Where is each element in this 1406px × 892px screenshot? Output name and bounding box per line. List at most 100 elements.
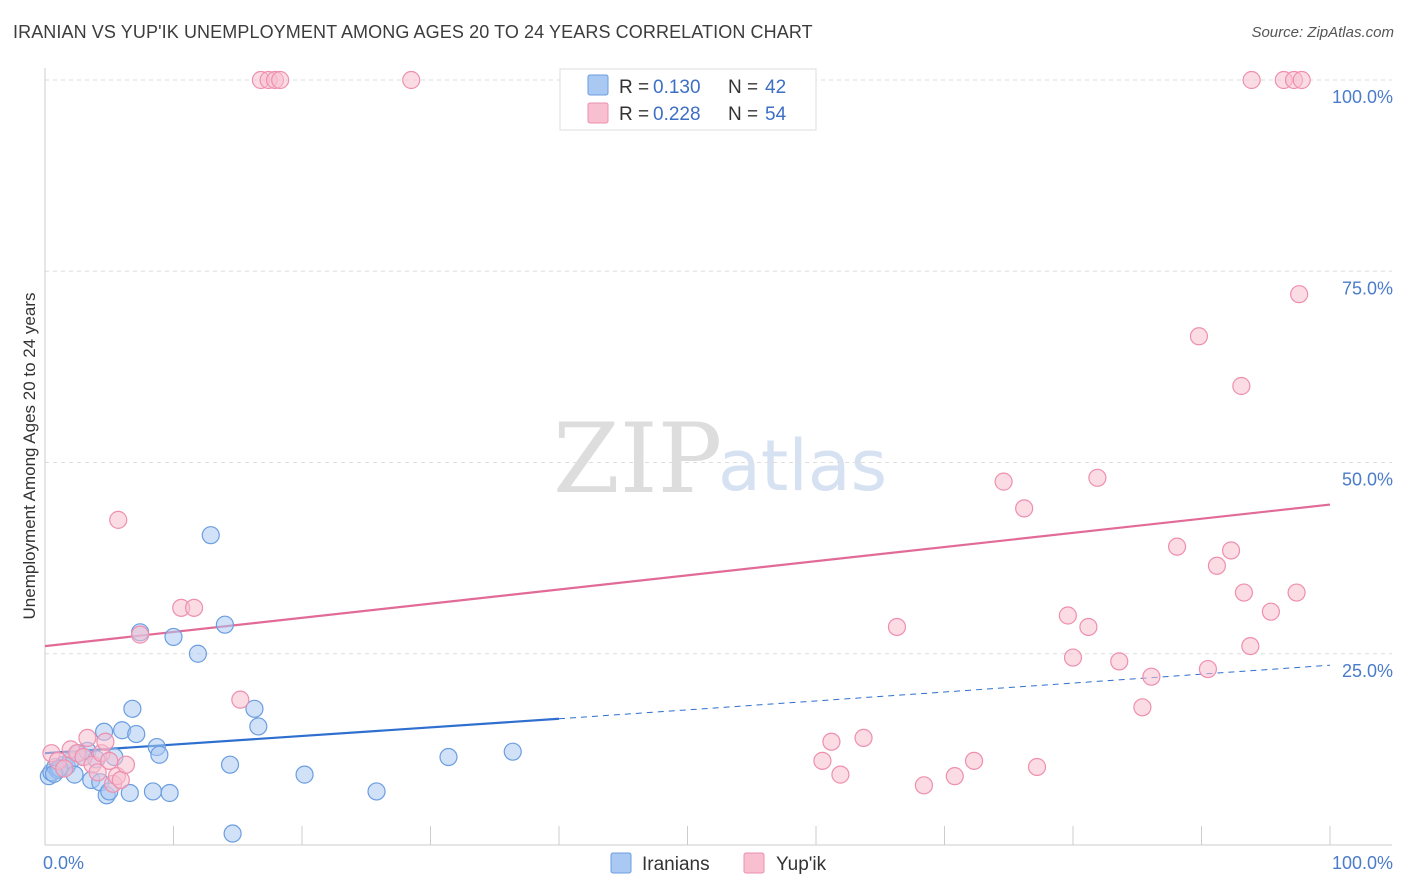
point-iranians	[215, 615, 234, 634]
point-yupik	[1058, 606, 1077, 625]
point-yupik	[1015, 499, 1034, 518]
point-yupik	[1290, 285, 1309, 304]
point-yupik	[822, 732, 841, 751]
point-yupik	[1088, 468, 1107, 487]
series-yupik-points	[42, 70, 1311, 795]
bottom-legend-swatch-yupik	[743, 852, 765, 874]
point-yupik	[1221, 541, 1241, 560]
point-iranians	[367, 782, 386, 801]
watermark-atlas: atlas	[718, 425, 887, 507]
x-tick-labels: 0.0% 100.0%	[43, 853, 1393, 873]
point-yupik	[184, 598, 204, 617]
point-iranians	[223, 824, 242, 843]
point-yupik	[1027, 757, 1047, 777]
point-yupik	[1110, 652, 1129, 671]
point-yupik	[1241, 636, 1260, 656]
bottom-legend-yupik: Yup'ik	[776, 854, 827, 875]
correlation-legend: R = 0.130 N = 42 R = 0.228 N = 54	[559, 68, 817, 131]
point-yupik	[231, 690, 250, 709]
point-yupik	[111, 770, 130, 790]
point-yupik	[887, 617, 907, 637]
point-iranians	[143, 782, 163, 801]
legend-iranians-r-value: 0.130	[653, 77, 701, 98]
point-yupik	[994, 472, 1013, 491]
point-yupik	[1232, 376, 1251, 396]
point-yupik	[55, 759, 74, 778]
point-yupik	[964, 751, 984, 770]
y-tick-label: 50.0%	[1342, 470, 1393, 490]
point-iranians	[150, 745, 169, 764]
x-tick-label-min: 0.0%	[43, 853, 84, 873]
chart-source: Source: ZipAtlas.com	[1251, 24, 1394, 41]
legend-swatch-yupik	[587, 102, 609, 124]
point-yupik	[1189, 327, 1209, 346]
point-yupik	[88, 763, 107, 782]
trend-line-yupik	[44, 503, 1331, 648]
point-yupik	[1063, 648, 1083, 667]
trend-lines	[44, 503, 1331, 755]
legend-yupik-n-label: N =	[728, 104, 758, 125]
point-yupik	[1242, 70, 1261, 90]
point-yupik	[813, 751, 832, 770]
point-yupik	[1292, 70, 1311, 90]
point-iranians	[123, 699, 142, 718]
y-tick-label: 25.0%	[1342, 661, 1393, 681]
point-iranians	[249, 717, 268, 736]
legend-yupik-n-value: 54	[765, 104, 787, 125]
point-iranians	[164, 627, 183, 647]
point-yupik	[1287, 583, 1306, 602]
point-iranians	[120, 783, 139, 803]
point-yupik	[96, 732, 115, 751]
point-yupik	[1198, 659, 1218, 679]
point-iranians	[201, 526, 220, 545]
y-tick-label: 75.0%	[1342, 278, 1393, 298]
point-yupik	[945, 767, 964, 786]
point-iranians	[127, 724, 146, 744]
point-iranians	[188, 644, 208, 663]
y-axis-label: Unemployment Among Ages 20 to 24 years	[20, 293, 39, 620]
point-yupik	[1234, 583, 1254, 602]
point-yupik	[116, 755, 136, 774]
series-legend: Iranians Yup'ik	[610, 852, 827, 875]
point-yupik	[130, 625, 150, 644]
point-iranians	[160, 783, 179, 803]
point-iranians	[295, 765, 314, 784]
y-tick-labels: 25.0% 50.0% 75.0% 100.0%	[1332, 87, 1393, 681]
point-yupik	[100, 751, 119, 770]
y-tick-label: 100.0%	[1332, 87, 1393, 107]
point-yupik	[1167, 537, 1187, 556]
trend-line-iranians	[44, 717, 560, 755]
point-yupik	[1261, 602, 1280, 621]
point-iranians	[439, 747, 458, 767]
bottom-legend-swatch-iranians	[610, 852, 632, 874]
point-iranians	[245, 699, 264, 718]
legend-swatch-iranians	[587, 74, 609, 96]
point-iranians	[503, 742, 522, 761]
point-yupik	[78, 728, 97, 748]
point-yupik	[854, 728, 873, 748]
point-yupik	[1079, 617, 1098, 637]
x-tick-label-max: 100.0%	[1332, 853, 1393, 873]
bottom-legend-iranians: Iranians	[642, 854, 710, 875]
point-yupik	[914, 776, 934, 795]
series-iranians-points	[39, 526, 522, 843]
trend-line-iranians-extrapolated	[558, 664, 1331, 720]
legend-iranians-n-label: N =	[728, 77, 758, 98]
axes	[44, 68, 1392, 846]
point-yupik	[1207, 556, 1227, 575]
point-yupik	[271, 70, 290, 90]
point-yupik	[1142, 667, 1161, 686]
chart-title: IRANIAN VS YUP'IK UNEMPLOYMENT AMONG AGE…	[13, 22, 813, 42]
legend-yupik-r-label: R =	[619, 104, 649, 125]
point-yupik	[109, 510, 128, 529]
point-yupik	[402, 70, 421, 90]
legend-iranians-r-label: R =	[619, 77, 649, 98]
watermark-zip: ZIP	[553, 403, 722, 515]
gridlines	[45, 79, 1392, 655]
point-iranians	[220, 755, 240, 774]
legend-yupik-r-value: 0.228	[653, 104, 701, 125]
point-yupik	[831, 765, 850, 784]
legend-iranians-n-value: 42	[765, 77, 786, 98]
point-yupik	[1133, 698, 1152, 717]
